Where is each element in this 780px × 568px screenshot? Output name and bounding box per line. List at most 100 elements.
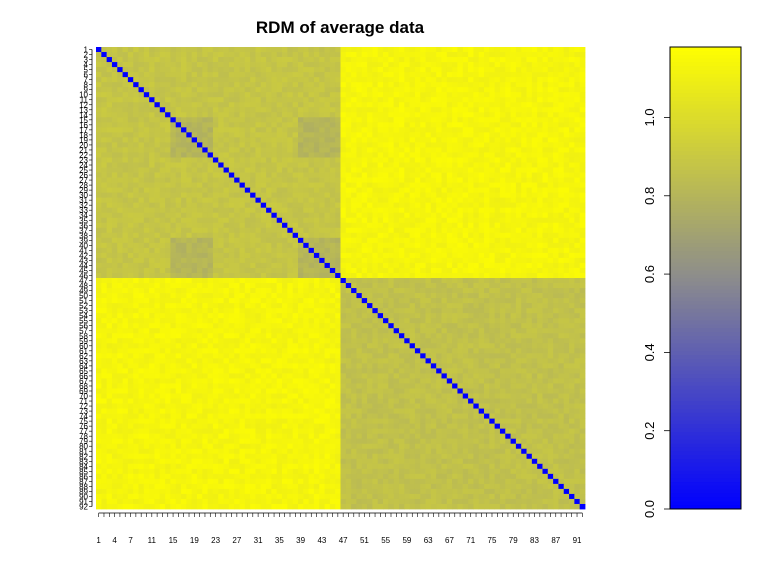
heatmap-cell: [367, 293, 373, 299]
heatmap-cell: [319, 102, 325, 108]
heatmap-cell: [414, 122, 421, 128]
heatmap-cell: [181, 262, 187, 269]
heatmap-cell: [425, 47, 432, 53]
heatmap-cell: [239, 192, 246, 199]
heatmap-cell: [212, 252, 219, 259]
heatmap-cell: [404, 102, 410, 108]
heatmap-cell: [218, 57, 224, 63]
heatmap-cell: [537, 102, 543, 108]
heatmap-cell: [510, 117, 517, 123]
heatmap-cell: [420, 303, 426, 309]
heatmap-cell: [372, 142, 379, 148]
heatmap-cell: [255, 242, 262, 249]
heatmap-cell: [143, 262, 150, 269]
heatmap-cell: [101, 227, 108, 234]
heatmap-cell: [170, 313, 177, 319]
heatmap-cell: [393, 278, 400, 284]
heatmap-cell: [276, 177, 283, 183]
heatmap-cell: [505, 187, 511, 194]
heatmap-cell: [319, 202, 325, 209]
heatmap-cell: [558, 293, 565, 299]
heatmap-cell: [404, 247, 410, 254]
heatmap-cell: [468, 47, 474, 53]
heatmap-cell: [228, 57, 235, 63]
heatmap-cell: [420, 283, 426, 289]
heatmap-cell: [207, 293, 214, 299]
heatmap-cell: [351, 92, 357, 98]
heatmap-cell: [563, 267, 570, 274]
heatmap-cell: [367, 182, 373, 189]
heatmap-cell: [452, 107, 458, 113]
heatmap-cell: [181, 77, 187, 83]
heatmap-cell: [250, 278, 256, 284]
heatmap-cell: [351, 207, 357, 214]
heatmap-cell: [149, 137, 155, 143]
heatmap-cell: [106, 47, 113, 53]
heatmap-cell: [218, 212, 224, 219]
heatmap-cell: [287, 227, 294, 234]
heatmap-cell: [117, 127, 123, 133]
heatmap-cell: [202, 192, 209, 199]
heatmap-cell: [250, 303, 256, 309]
heatmap-cell: [106, 298, 113, 304]
heatmap-cell: [287, 137, 294, 143]
heatmap-cell: [159, 77, 166, 83]
heatmap-cell: [149, 177, 155, 183]
heatmap-cell: [122, 202, 129, 209]
heatmap-cell: [111, 212, 118, 219]
heatmap-cell: [505, 313, 511, 319]
heatmap-cell: [244, 97, 251, 103]
heatmap-cell: [96, 308, 102, 314]
heatmap-cell: [377, 232, 384, 239]
heatmap-cell: [159, 112, 166, 118]
heatmap-cell: [138, 72, 145, 78]
heatmap-cell: [170, 318, 177, 324]
heatmap-cell: [282, 262, 288, 269]
heatmap-cell: [127, 262, 134, 269]
heatmap-cell: [473, 192, 480, 199]
heatmap-cell: [553, 107, 559, 113]
heatmap-cell: [425, 112, 432, 118]
heatmap-cell: [319, 152, 325, 158]
heatmap-cell: [287, 177, 294, 183]
heatmap-cell: [297, 167, 304, 173]
heatmap-cell: [499, 247, 506, 254]
heatmap-cell: [489, 313, 496, 319]
heatmap-cell: [361, 252, 368, 259]
heatmap-cell: [303, 232, 310, 239]
heatmap-cell: [282, 298, 288, 304]
heatmap-cell: [484, 122, 490, 128]
heatmap-cell: [117, 222, 123, 229]
heatmap-cell: [244, 308, 251, 314]
heatmap-cell: [367, 157, 373, 163]
heatmap-cell: [329, 298, 336, 304]
heatmap-cell: [329, 172, 336, 178]
heatmap-cell: [531, 187, 538, 194]
heatmap-cell: [526, 77, 533, 83]
heatmap-cell: [574, 212, 581, 219]
heatmap-cell: [297, 72, 304, 78]
heatmap-cell: [409, 102, 416, 108]
heatmap-cell: [430, 262, 437, 269]
heatmap-cell: [303, 187, 310, 194]
heatmap-cell: [340, 303, 347, 309]
heatmap-cell: [117, 87, 123, 93]
heatmap-cell: [367, 137, 373, 143]
heatmap-cell: [138, 318, 145, 324]
heatmap-cell: [409, 257, 416, 264]
heatmap-cell: [186, 278, 193, 284]
heatmap-cell: [303, 207, 310, 214]
heatmap-cell: [223, 182, 230, 189]
heatmap-cell: [446, 308, 453, 314]
heatmap-cell: [340, 52, 347, 58]
heatmap-cell: [499, 227, 506, 234]
heatmap-cell: [515, 97, 522, 103]
heatmap-cell: [430, 172, 437, 178]
heatmap-cell: [404, 77, 410, 83]
heatmap-cell: [558, 197, 565, 204]
heatmap-cell: [170, 137, 177, 143]
heatmap-cell: [388, 67, 395, 73]
heatmap-cell: [340, 112, 347, 118]
heatmap-cell: [223, 157, 230, 163]
heatmap-cell: [133, 318, 139, 324]
